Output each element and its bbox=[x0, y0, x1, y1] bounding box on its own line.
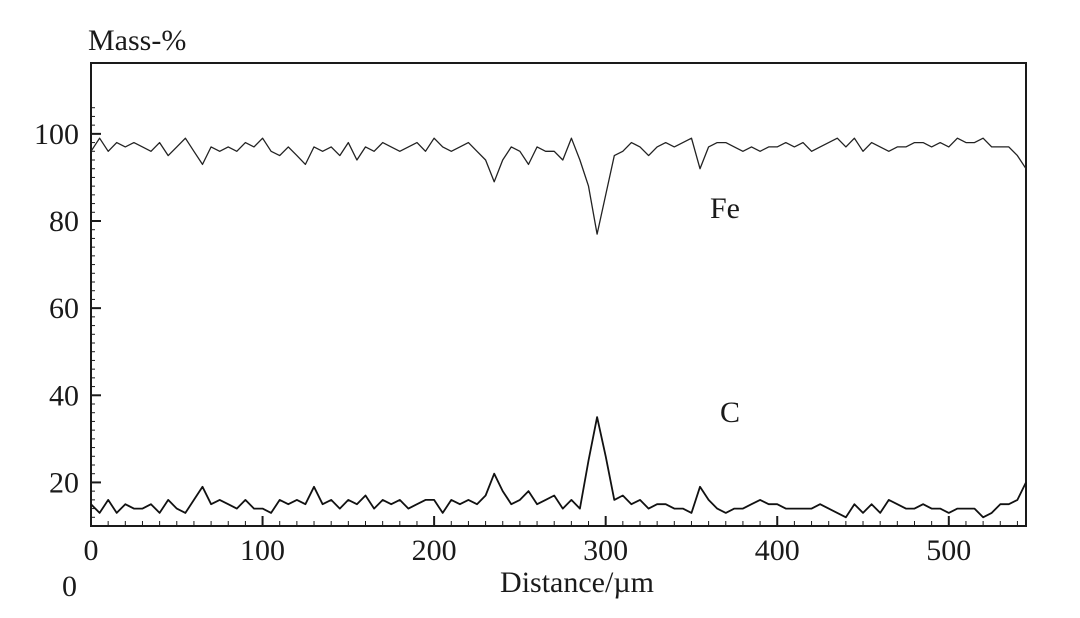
x-tick-label-500: 500 bbox=[926, 534, 971, 567]
x-minor-ticks bbox=[107, 521, 1018, 526]
y-tick-label-60: 60 bbox=[49, 292, 79, 325]
y-tick-label-80: 80 bbox=[49, 205, 79, 238]
y-axis-label: Mass-% bbox=[88, 24, 186, 57]
x-axis-label: Distance/µm bbox=[500, 566, 654, 599]
x-tick-label-100: 100 bbox=[240, 534, 285, 567]
series-line-c bbox=[90, 416, 1027, 519]
y-axis-ticks: 20 40 60 80 100 bbox=[34, 118, 101, 499]
x-axis-ticks: 0 100 200 300 400 500 bbox=[84, 516, 971, 567]
x-tick-label-300: 300 bbox=[583, 534, 628, 567]
series-lines bbox=[90, 137, 1027, 519]
series-label-c: C bbox=[720, 396, 740, 429]
plot-frame bbox=[90, 62, 1027, 527]
x-tick-label-400: 400 bbox=[755, 534, 800, 567]
y-zero-label: 0 bbox=[62, 570, 77, 603]
x-tick-label-0: 0 bbox=[84, 534, 99, 567]
y-tick-label-20: 20 bbox=[49, 466, 79, 499]
x-tick-label-200: 200 bbox=[412, 534, 457, 567]
y-tick-label-40: 40 bbox=[49, 379, 79, 412]
series-line-fe bbox=[90, 137, 1027, 235]
y-minor-ticks bbox=[91, 107, 95, 518]
series-label-fe: Fe bbox=[710, 192, 740, 225]
y-tick-label-100: 100 bbox=[34, 118, 79, 151]
